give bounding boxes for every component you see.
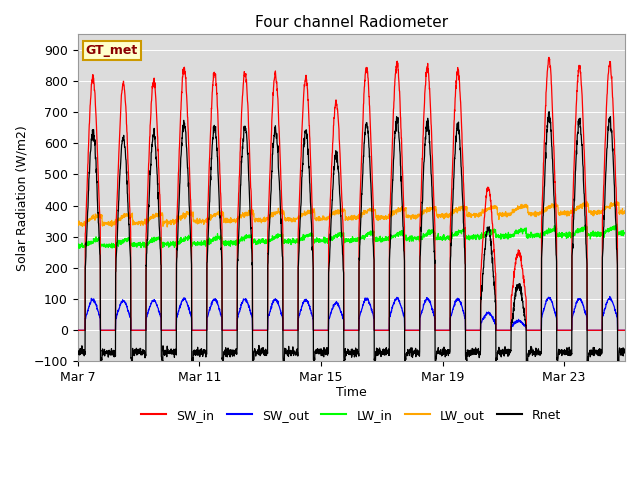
Title: Four channel Radiometer: Four channel Radiometer bbox=[255, 15, 448, 30]
Legend: SW_in, SW_out, LW_in, LW_out, Rnet: SW_in, SW_out, LW_in, LW_out, Rnet bbox=[136, 404, 566, 427]
Text: GT_met: GT_met bbox=[86, 44, 138, 57]
Y-axis label: Solar Radiation (W/m2): Solar Radiation (W/m2) bbox=[15, 125, 28, 271]
X-axis label: Time: Time bbox=[336, 385, 367, 398]
